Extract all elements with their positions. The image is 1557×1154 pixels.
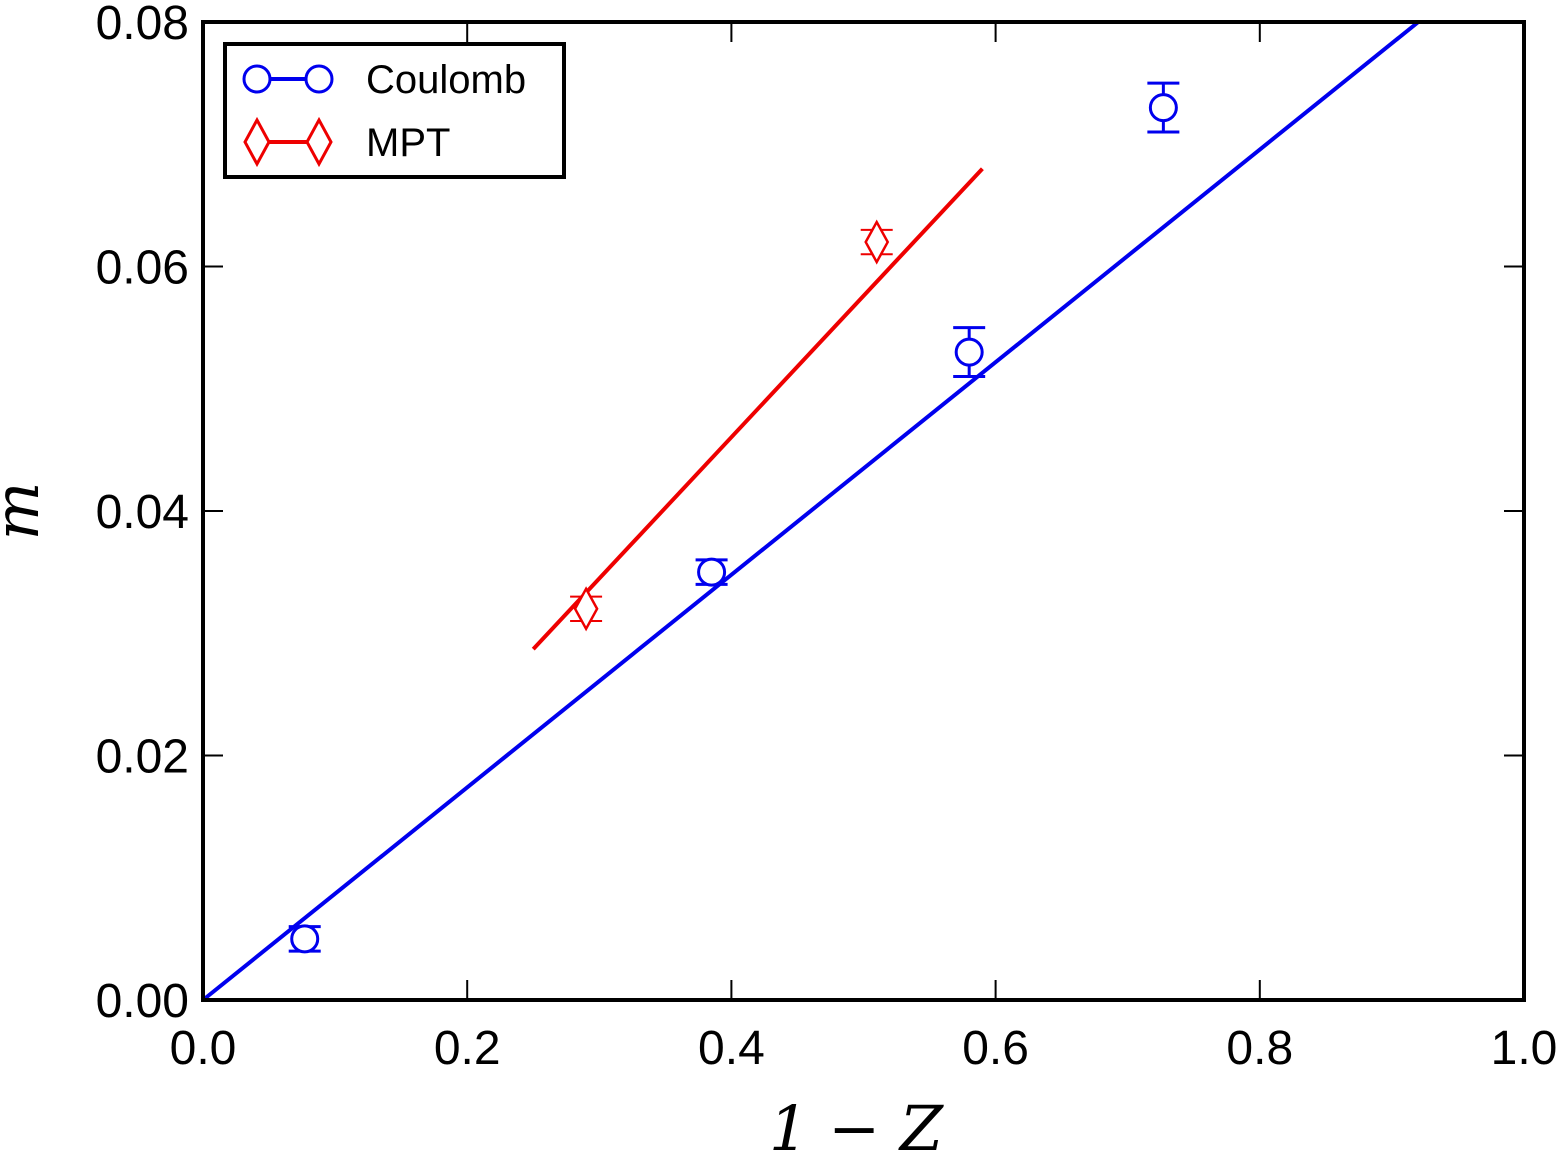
data-point-coulomb xyxy=(290,924,320,954)
y-tick-label: 0.06 xyxy=(96,242,189,295)
legend-marker-coulomb-right xyxy=(304,64,334,94)
x-tick-label: 0.6 xyxy=(962,1022,1029,1075)
x-tick-label: 0.2 xyxy=(434,1022,501,1075)
legend-label-coulomb: Coulomb xyxy=(366,58,526,102)
legend-marker-coulomb-left xyxy=(242,64,272,94)
tick-labels: 0.0 0.2 0.4 0.6 0.8 1.0 0.00 0.02 0.04 0.06 0.08 xyxy=(96,0,1557,1075)
legend-entry-mpt: MPT xyxy=(243,116,450,168)
x-axis-label: 1 − Z xyxy=(769,1092,944,1154)
error-bars xyxy=(288,81,1180,953)
x-tick-label: 0.8 xyxy=(1226,1022,1293,1075)
data-point-coulomb xyxy=(1148,93,1178,123)
y-tick-label: 0.04 xyxy=(96,486,189,539)
y-tick-label: 0.08 xyxy=(96,0,189,50)
axis-ticks xyxy=(202,21,1525,1001)
x-tick-label: 1.0 xyxy=(1491,1022,1557,1075)
x-tick-label: 0.4 xyxy=(698,1022,765,1075)
legend-entry-coulomb: Coulomb xyxy=(242,58,526,102)
y-tick-label: 0.00 xyxy=(96,975,189,1028)
data-point-coulomb xyxy=(697,557,727,587)
legend-label-mpt: MPT xyxy=(366,121,450,165)
data-point-coulomb xyxy=(954,337,984,367)
fit-line-mpt xyxy=(531,167,984,651)
data-point-mpt xyxy=(864,219,890,265)
fit-lines xyxy=(201,20,1420,1002)
legend-box xyxy=(223,42,566,179)
data-markers xyxy=(290,93,1178,954)
x-tick-label: 0.0 xyxy=(170,1022,237,1075)
legend-marker-mpt-left xyxy=(243,116,271,168)
data-point-mpt xyxy=(573,586,599,632)
fit-line-coulomb xyxy=(201,20,1420,1002)
legend-marker-mpt-right xyxy=(305,116,333,168)
legend: Coulomb MPT xyxy=(223,42,566,179)
y-axis-label: m xyxy=(0,482,53,541)
y-tick-label: 0.02 xyxy=(96,731,189,784)
